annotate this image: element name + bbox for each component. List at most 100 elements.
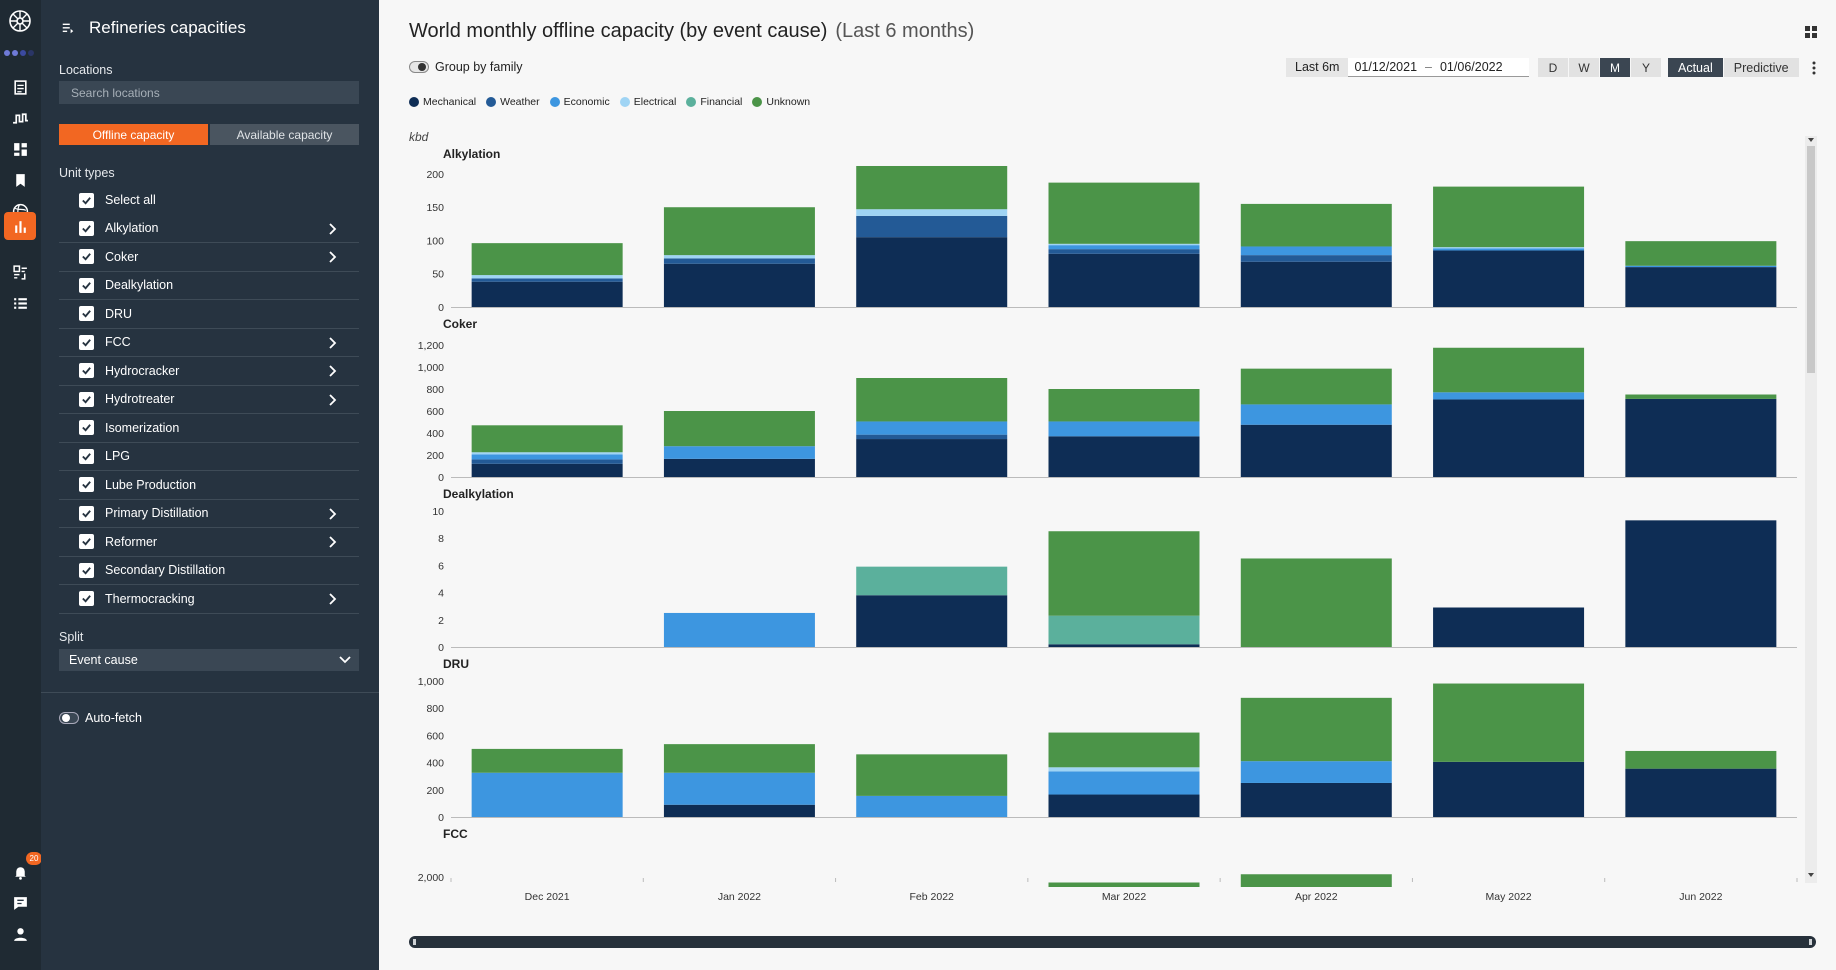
unit-checkbox[interactable] [79, 249, 94, 265]
x-tick-label: Jun 2022 [1679, 891, 1722, 903]
unit-type-row[interactable]: Isomerization [59, 414, 359, 443]
unit-checkbox[interactable] [79, 505, 94, 521]
unit-checkbox[interactable] [79, 391, 94, 407]
bookmark-icon[interactable] [4, 165, 36, 195]
unit-type-row[interactable]: Primary Distillation [59, 500, 359, 528]
workspace-dots[interactable] [4, 50, 34, 56]
mode-actual-button[interactable]: Actual [1668, 58, 1723, 77]
select-all-row[interactable]: Select all [59, 186, 359, 215]
granularity-year-button[interactable]: Y [1631, 58, 1661, 77]
unit-checkbox[interactable] [79, 534, 94, 550]
date-from-field[interactable]: 01/12/2021 [1354, 60, 1418, 74]
line-chart-icon[interactable] [4, 103, 36, 133]
group-by-family-toggle[interactable] [409, 61, 429, 73]
y-tick-label: 800 [426, 703, 444, 715]
granularity-week-button[interactable]: W [1569, 58, 1599, 77]
legend-item[interactable]: Weather [486, 96, 540, 108]
unit-checkbox[interactable] [79, 334, 94, 350]
user-icon[interactable] [4, 919, 36, 949]
bell-icon[interactable]: 20 [4, 852, 42, 887]
legend-item[interactable]: Mechanical [409, 96, 476, 108]
chat-icon[interactable] [4, 888, 36, 918]
panel-title: Alkylation [443, 147, 500, 161]
chevron-right-icon[interactable] [327, 393, 337, 406]
bar-segment [1048, 882, 1200, 887]
unit-checkbox[interactable] [79, 477, 94, 493]
document-icon[interactable] [4, 72, 36, 102]
legend-item[interactable]: Financial [686, 96, 742, 108]
bar-segment [663, 612, 815, 647]
chevron-right-icon[interactable] [327, 536, 337, 548]
unit-type-row[interactable]: Dealkylation [59, 272, 359, 300]
legend-item[interactable]: Electrical [619, 96, 677, 108]
panel-title: Coker [443, 317, 477, 331]
unit-type-row[interactable]: Reformer [59, 528, 359, 557]
sidebar-title: Refineries capacities [89, 18, 246, 37]
legend-item[interactable]: Unknown [752, 96, 810, 108]
unit-checkbox[interactable] [79, 306, 94, 322]
checkmark-icon [82, 538, 91, 546]
legend-label: Mechanical [423, 96, 477, 108]
y-tick-label: 400 [426, 758, 444, 770]
bar-segment [1625, 394, 1777, 399]
auto-fetch-toggle[interactable] [59, 712, 79, 724]
legend-item[interactable]: Economic [549, 96, 610, 108]
unit-types-list: Select all Alkylation Coker Dealkylation DRU… [59, 186, 359, 614]
unit-label: Primary Distillation [105, 506, 209, 521]
list-icon[interactable] [4, 288, 36, 318]
chart-vertical-scrollbar[interactable] [1805, 136, 1817, 883]
bar-segment [471, 463, 623, 477]
x-tick-label: May 2022 [1486, 891, 1532, 903]
unit-type-row[interactable]: Hydrotreater [59, 386, 359, 414]
bar-segment [663, 458, 815, 477]
stacked-bar-chart: Alkylation050100150200Coker0200400600800… [418, 147, 1798, 903]
bar-segment [1048, 615, 1200, 645]
unit-type-row[interactable]: Coker [59, 243, 359, 272]
chevron-right-icon[interactable] [327, 365, 337, 377]
unit-type-row[interactable]: Secondary Distillation [59, 557, 359, 585]
checkmark-icon [82, 281, 91, 290]
unit-checkbox[interactable] [79, 562, 94, 578]
unit-checkbox[interactable] [79, 448, 94, 464]
split-select[interactable]: Event cause [59, 649, 359, 671]
chevron-right-icon[interactable] [327, 251, 337, 263]
bar-chart-icon[interactable] [4, 212, 36, 240]
mode-predictive-button[interactable]: Predictive [1723, 58, 1799, 77]
dashboard-icon[interactable] [4, 134, 36, 164]
flow-icon[interactable] [4, 257, 36, 287]
legend-swatch [752, 97, 763, 107]
unit-type-row[interactable]: Hydrocracker [59, 357, 359, 386]
unit-checkbox[interactable] [79, 277, 94, 293]
unit-type-row[interactable]: Thermocracking [59, 585, 359, 614]
unit-type-row[interactable]: FCC [59, 329, 359, 357]
unit-checkbox[interactable] [79, 420, 94, 436]
layout-grid-icon[interactable] [1804, 25, 1818, 39]
tab-available-capacity[interactable]: Available capacity [210, 124, 359, 145]
date-to-field[interactable]: 01/06/2022 [1439, 60, 1503, 74]
unit-checkbox[interactable] [79, 363, 94, 379]
wheel-logo-icon[interactable] [4, 6, 36, 36]
search-locations-input[interactable] [59, 81, 359, 104]
auto-fetch-label: Auto-fetch [85, 711, 142, 725]
unit-type-row[interactable]: DRU [59, 300, 359, 329]
range-preset-button[interactable]: Last 6m [1286, 57, 1349, 77]
tab-offline-capacity[interactable]: Offline capacity [59, 124, 208, 145]
chevron-right-icon[interactable] [327, 507, 337, 520]
unit-checkbox[interactable] [79, 192, 94, 208]
chart-horizontal-scrollbar[interactable] [409, 936, 1816, 948]
chevron-right-icon[interactable] [327, 593, 337, 605]
bar-segment [663, 207, 815, 256]
chevron-right-icon[interactable] [327, 336, 337, 349]
more-options-icon[interactable] [1811, 60, 1817, 76]
bar-segment [1048, 182, 1200, 244]
unit-type-row[interactable]: Lube Production [59, 471, 359, 500]
legend-label: Electrical [633, 96, 677, 108]
granularity-month-button[interactable]: M [1600, 58, 1630, 77]
unit-checkbox[interactable] [79, 591, 94, 607]
unit-type-row[interactable]: Alkylation [59, 215, 359, 243]
date-range-picker[interactable]: Last 6m 01/12/2021 – 01/06/2022 [1286, 57, 1529, 77]
unit-type-row[interactable]: LPG [59, 443, 359, 471]
chevron-right-icon[interactable] [327, 222, 337, 235]
unit-checkbox[interactable] [79, 220, 94, 236]
granularity-day-button[interactable]: D [1538, 58, 1568, 77]
